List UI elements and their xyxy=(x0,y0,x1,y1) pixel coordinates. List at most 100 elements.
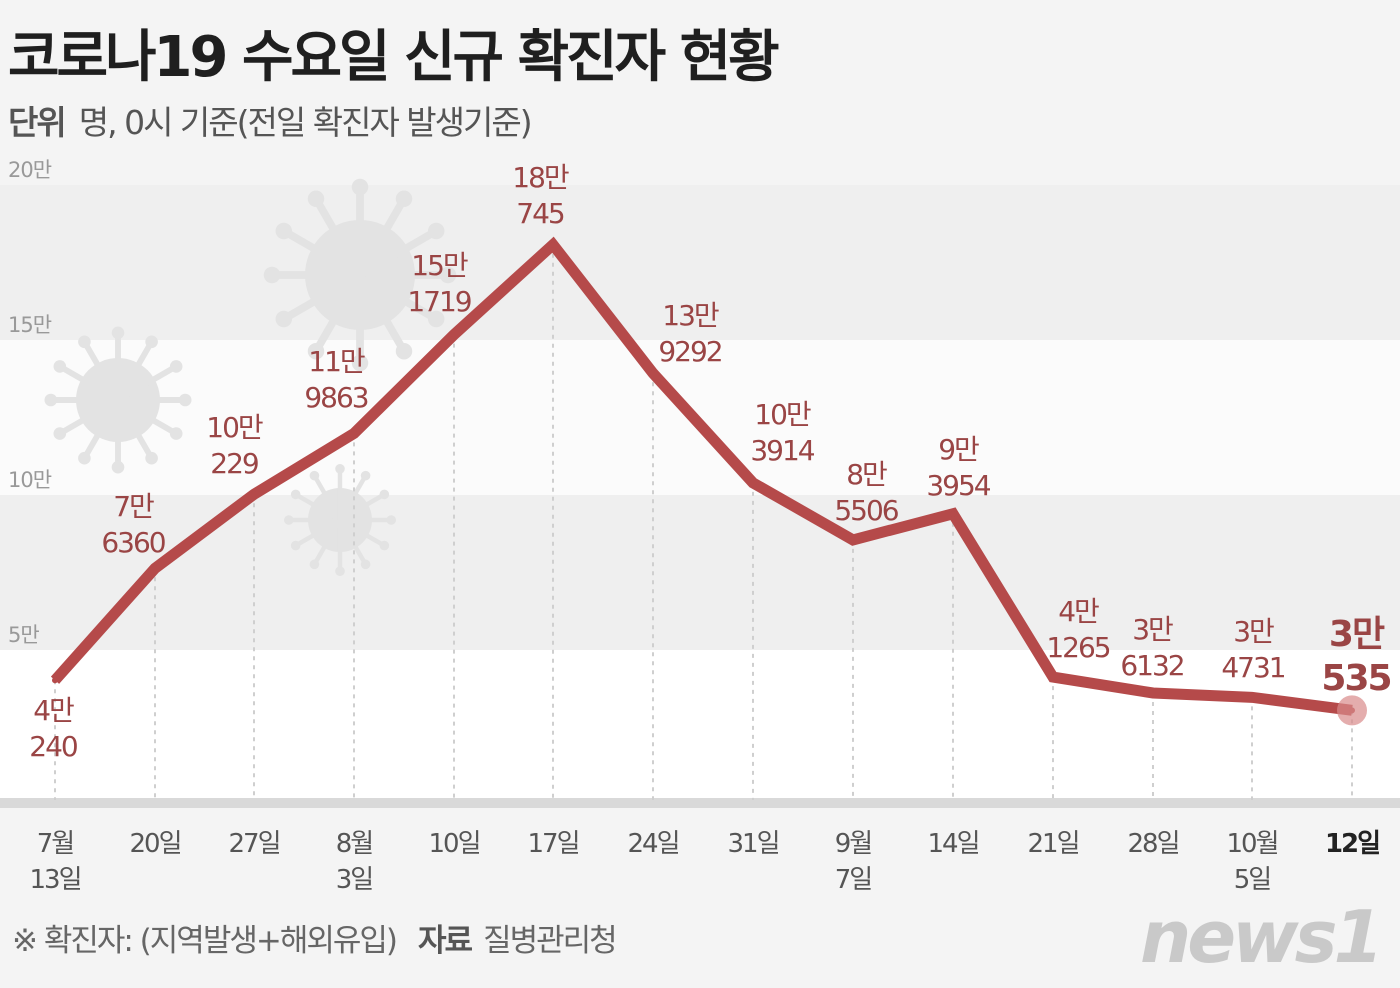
virus-spike-tip xyxy=(145,335,158,349)
data-point xyxy=(1249,694,1255,701)
virus-spike-tip xyxy=(335,566,345,576)
x-tick-label: 21일 xyxy=(1027,829,1078,859)
data-label: 6132 xyxy=(1120,649,1183,682)
virus-spike-tip xyxy=(290,540,301,551)
x-tick-label: 10일 xyxy=(428,829,479,859)
data-label: 18만 xyxy=(512,161,569,194)
unit-note: 단위 명, 0시 기준(전일 확진자 발생기준) xyxy=(8,96,533,144)
data-label: 3914 xyxy=(750,434,814,467)
virus-spike xyxy=(115,398,155,460)
virus-spike xyxy=(356,273,408,354)
virus-spike xyxy=(116,363,178,403)
virus-spike-tip xyxy=(78,335,91,349)
data-label: 3954 xyxy=(926,469,990,502)
data-point xyxy=(650,370,656,377)
source-text: 질병관리청 xyxy=(483,923,618,959)
virus-spike xyxy=(358,271,439,323)
data-label: 9만 xyxy=(938,433,979,466)
data-label: 4만 xyxy=(33,694,74,727)
virus-icon xyxy=(263,178,457,372)
data-point xyxy=(251,491,257,498)
virus-spike-tip xyxy=(111,326,125,340)
virus-spike-tip xyxy=(53,360,67,373)
virus-spike-tip xyxy=(263,266,281,284)
virus-spike-tip xyxy=(178,393,192,407)
x-tick-label: 31일 xyxy=(727,829,778,859)
news1-logo: news1 xyxy=(1140,895,1384,979)
virus-spike xyxy=(338,518,386,548)
data-point xyxy=(351,430,357,437)
grid-band xyxy=(0,495,1400,650)
virus-spike-tip xyxy=(439,266,457,284)
virus-spike-tip xyxy=(335,464,345,474)
x-tick-label: 13일 xyxy=(29,865,80,895)
virus-spike-tip xyxy=(307,190,325,208)
virus-spike xyxy=(338,474,368,522)
data-label: 229 xyxy=(210,447,258,480)
data-label: 4731 xyxy=(1221,651,1284,684)
unit-label: 단위 xyxy=(8,103,67,142)
data-point xyxy=(550,241,556,248)
virus-spike-tip xyxy=(275,310,293,328)
virus-spike-tip xyxy=(284,515,294,525)
data-label: 13만 xyxy=(662,299,719,332)
virus-spike-tip xyxy=(78,451,91,465)
data-label: 745 xyxy=(516,197,564,230)
virus-spike-tip xyxy=(53,427,67,440)
data-label: 240 xyxy=(29,730,77,763)
x-axis-bar xyxy=(0,798,1400,808)
virus-spike xyxy=(58,363,120,403)
virus-spike-tip xyxy=(351,178,369,196)
y-tick-label: 10만 xyxy=(8,468,52,492)
x-tick-label: 12일 xyxy=(1325,829,1379,859)
data-label: 10만 xyxy=(206,411,263,444)
data-label: 9292 xyxy=(658,335,721,368)
data-label: 6360 xyxy=(101,526,164,559)
virus-spike-tip xyxy=(309,470,320,481)
virus-spike-tip xyxy=(395,190,413,208)
virus-spike-tip xyxy=(275,222,293,240)
virus-icon xyxy=(44,326,192,474)
virus-spike xyxy=(356,196,408,277)
last-point-highlight xyxy=(1337,695,1367,726)
virus-spike-tip xyxy=(379,489,390,500)
data-label: 15만 xyxy=(411,249,468,282)
virus-spike-tip xyxy=(169,427,183,440)
data-label: 535 xyxy=(1321,658,1390,699)
x-tick-label: 14일 xyxy=(927,829,978,859)
data-point xyxy=(52,677,58,684)
virus-spike xyxy=(312,474,342,522)
virus-spike xyxy=(294,518,342,548)
data-point xyxy=(750,479,756,486)
x-tick-label: 24일 xyxy=(627,829,678,859)
source-label: 자료 xyxy=(418,923,473,959)
virus-spike-tip xyxy=(145,451,158,465)
data-point xyxy=(1050,674,1056,681)
data-label: 8만 xyxy=(846,458,887,491)
y-tick-label: 20만 xyxy=(8,158,52,182)
x-tick-label: 7월 xyxy=(37,829,74,859)
grid-band xyxy=(0,185,1400,340)
x-tick-label: 20일 xyxy=(129,829,180,859)
chart-title: 코로나19 수요일 신규 확진자 현황 xyxy=(8,25,780,90)
virus-spike-tip xyxy=(379,540,390,551)
y-tick-label: 15만 xyxy=(8,313,52,337)
virus-spike xyxy=(312,518,342,566)
virus-spike-tip xyxy=(44,393,58,407)
virus-spike xyxy=(338,492,386,522)
data-label: 3만 xyxy=(1329,614,1385,655)
virus-spike-tip xyxy=(360,559,371,570)
data-label: 4만 xyxy=(1058,595,1099,628)
virus-spike xyxy=(81,398,121,460)
virus-spike xyxy=(338,518,368,566)
data-label: 3만 xyxy=(1233,615,1274,648)
virus-spike xyxy=(312,196,364,277)
x-tick-label: 17일 xyxy=(527,829,578,859)
series-line xyxy=(50,236,1353,716)
virus-spike-tip xyxy=(111,460,125,474)
data-point xyxy=(451,331,457,338)
data-label: 1265 xyxy=(1046,631,1109,664)
virus-spike xyxy=(281,227,362,279)
data-point xyxy=(850,536,856,543)
